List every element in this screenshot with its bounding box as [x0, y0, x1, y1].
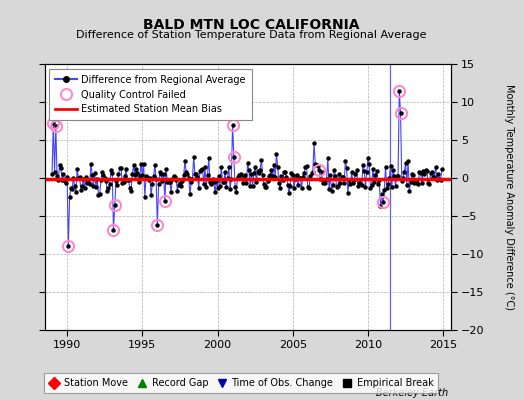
Legend: Difference from Regional Average, Quality Control Failed, Estimated Station Mean: Difference from Regional Average, Qualit… [49, 69, 252, 120]
Text: Difference of Station Temperature Data from Regional Average: Difference of Station Temperature Data f… [77, 30, 427, 40]
Legend: Station Move, Record Gap, Time of Obs. Change, Empirical Break: Station Move, Record Gap, Time of Obs. C… [44, 374, 438, 393]
Text: Berkeley Earth: Berkeley Earth [376, 388, 448, 398]
Y-axis label: Monthly Temperature Anomaly Difference (°C): Monthly Temperature Anomaly Difference (… [504, 84, 514, 310]
Text: BALD MTN LOC CALIFORNIA: BALD MTN LOC CALIFORNIA [143, 18, 360, 32]
